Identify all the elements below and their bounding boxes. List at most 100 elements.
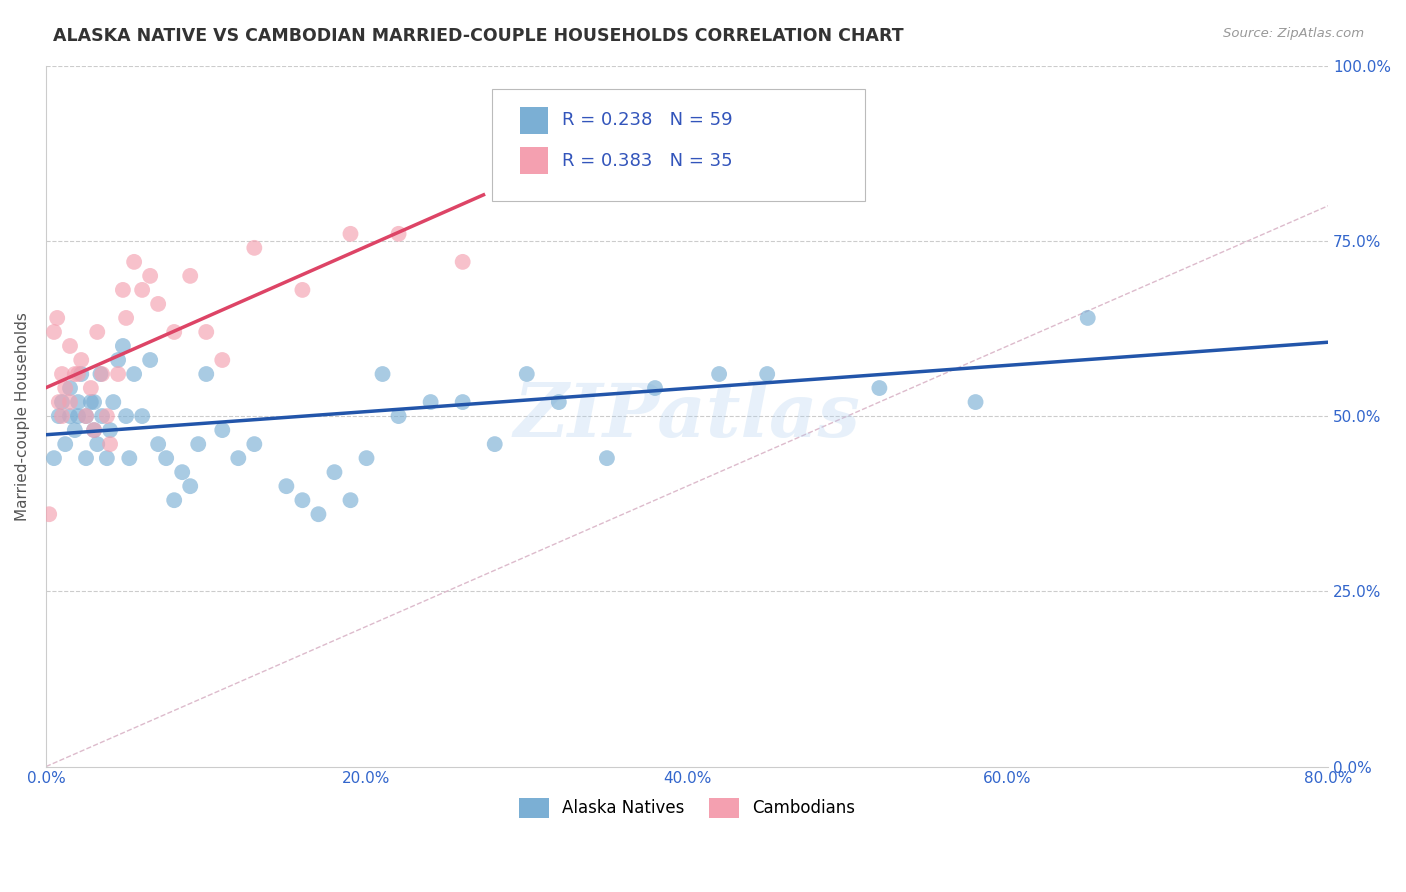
Point (66, 409, 89, 423)
Point (243, 241, 266, 255)
Point (644, 381, 666, 395)
Point (42, 451, 65, 466)
Point (59, 395, 82, 409)
Point (70, 367, 93, 381)
Point (107, 353, 129, 368)
Point (356, 451, 378, 466)
Point (91, 409, 114, 423)
Point (211, 423, 233, 437)
Point (339, 227, 361, 241)
Point (139, 268, 162, 283)
Point (98, 423, 121, 437)
Point (66, 395, 89, 409)
Point (291, 493, 314, 508)
Point (59, 339, 82, 353)
Point (1077, 310, 1099, 325)
Point (118, 451, 141, 466)
Point (115, 310, 138, 325)
Point (63, 367, 86, 381)
Point (451, 395, 474, 409)
Text: ALASKA NATIVE VS CAMBODIAN MARRIED-COUPLE HOUSEHOLDS CORRELATION CHART: ALASKA NATIVE VS CAMBODIAN MARRIED-COUPL… (53, 27, 904, 45)
Point (146, 297, 169, 311)
Point (103, 395, 125, 409)
Point (155, 451, 177, 466)
Point (111, 283, 134, 297)
Point (115, 409, 138, 423)
Point (547, 395, 569, 409)
Point (291, 283, 314, 297)
Point (276, 479, 298, 493)
Text: R = 0.383   N = 35: R = 0.383 N = 35 (562, 152, 733, 169)
Point (339, 493, 361, 508)
Point (98, 437, 121, 451)
Point (53, 437, 76, 451)
Point (75, 409, 97, 423)
Point (195, 367, 218, 381)
Point (89, 367, 111, 381)
Point (139, 353, 162, 368)
Point (756, 367, 779, 381)
Point (80, 395, 103, 409)
Text: R = 0.238   N = 59: R = 0.238 N = 59 (562, 112, 733, 129)
Y-axis label: Married-couple Households: Married-couple Households (15, 311, 30, 521)
Point (96, 451, 118, 466)
Point (387, 409, 409, 423)
Point (75, 451, 97, 466)
Point (146, 437, 169, 451)
Legend: Alaska Natives, Cambodians: Alaska Natives, Cambodians (512, 791, 862, 825)
Point (80, 381, 103, 395)
Point (195, 325, 218, 339)
Point (596, 451, 619, 466)
Point (163, 493, 186, 508)
Point (516, 367, 538, 381)
Point (484, 437, 506, 451)
Point (59, 409, 82, 423)
Point (42, 325, 65, 339)
Point (51, 409, 73, 423)
Point (53, 381, 76, 395)
Point (70, 353, 93, 368)
Point (243, 437, 266, 451)
Point (83, 423, 105, 437)
Text: Source: ZipAtlas.com: Source: ZipAtlas.com (1223, 27, 1364, 40)
Point (307, 507, 329, 521)
Point (122, 255, 145, 269)
Point (804, 185, 827, 199)
Point (371, 367, 394, 381)
Point (707, 367, 730, 381)
Point (172, 465, 194, 479)
Point (131, 283, 153, 297)
Point (75, 409, 97, 423)
Point (211, 353, 233, 368)
Point (451, 255, 474, 269)
Point (419, 395, 441, 409)
Point (83, 395, 105, 409)
Point (179, 268, 201, 283)
Point (66, 367, 89, 381)
Point (187, 437, 209, 451)
Point (86, 325, 108, 339)
Point (868, 381, 890, 395)
Point (111, 339, 134, 353)
Point (46, 310, 69, 325)
Point (163, 325, 186, 339)
Point (965, 395, 987, 409)
Point (38, 507, 60, 521)
Point (48, 409, 70, 423)
Point (63, 423, 86, 437)
Text: ZIPatlas: ZIPatlas (513, 380, 860, 452)
Point (179, 479, 201, 493)
Point (51, 395, 73, 409)
Point (59, 381, 82, 395)
Point (83, 423, 105, 437)
Point (51, 367, 73, 381)
Point (91, 367, 114, 381)
Point (323, 465, 346, 479)
Point (107, 367, 129, 381)
Point (226, 451, 249, 466)
Point (387, 227, 409, 241)
Point (48, 395, 70, 409)
Point (122, 367, 145, 381)
Point (131, 409, 153, 423)
Point (86, 437, 108, 451)
